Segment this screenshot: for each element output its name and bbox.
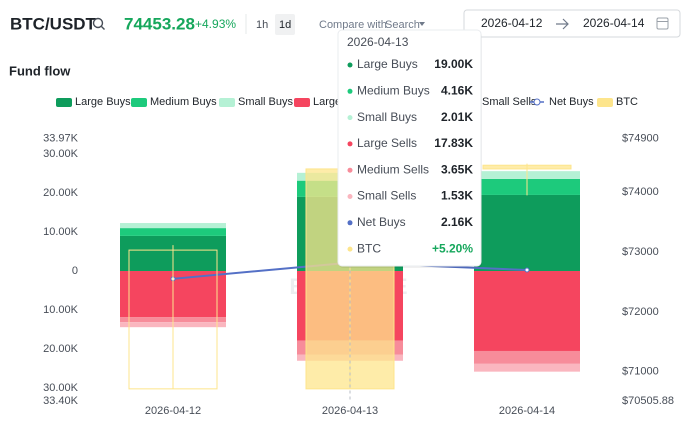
legend-label: Medium Buys bbox=[150, 96, 217, 108]
y-tick-label: 20.00K bbox=[43, 187, 79, 199]
legend-dot bbox=[533, 98, 541, 106]
legend-swatch bbox=[597, 98, 613, 107]
price: 74453.28 bbox=[124, 14, 195, 33]
net-point bbox=[524, 267, 530, 273]
y-tick-label: 10.00K bbox=[43, 226, 79, 238]
tooltip-value: 2.16K bbox=[441, 215, 473, 229]
tooltip-dot bbox=[347, 62, 353, 68]
compare-label: Compare with bbox=[319, 19, 387, 31]
tooltip-value: 2.01K bbox=[441, 110, 473, 124]
legend-item[interactable]: Net Buys bbox=[530, 96, 594, 108]
interval[interactable]: 1h bbox=[256, 19, 268, 31]
tooltip-dot bbox=[347, 88, 353, 94]
tooltip-name: Medium Sells bbox=[357, 162, 429, 176]
bar bbox=[120, 228, 226, 236]
legend-swatch bbox=[131, 98, 147, 107]
candle-body bbox=[482, 164, 572, 170]
y-tick-label: 33.97K bbox=[43, 132, 79, 144]
search-icon-handle bbox=[101, 26, 105, 30]
legend-label: Large Buys bbox=[75, 96, 131, 108]
range-arrow bbox=[556, 18, 569, 30]
tooltip-value: 3.65K bbox=[441, 162, 473, 176]
interval[interactable]: 1d bbox=[279, 19, 291, 31]
tooltip-value: 17.83K bbox=[434, 136, 473, 150]
y-tick-label: 30.00K bbox=[43, 382, 79, 394]
legend-swatch bbox=[56, 98, 72, 107]
tooltip-name: Large Buys bbox=[357, 57, 418, 71]
tooltip-name: Small Sells bbox=[357, 189, 416, 203]
candle-body bbox=[128, 249, 218, 390]
legend-label: Net Buys bbox=[549, 96, 594, 108]
bar bbox=[474, 363, 580, 372]
bar bbox=[474, 271, 580, 351]
tooltip-value: +5.20% bbox=[432, 241, 473, 255]
tooltip-dot bbox=[347, 167, 353, 173]
y2-tick-label: $74000 bbox=[622, 186, 659, 198]
y2-tick-label: $71000 bbox=[622, 366, 659, 378]
x-tick-label: 2026-04-13 bbox=[322, 405, 378, 417]
legend-item[interactable]: BTC bbox=[597, 96, 638, 108]
compare-search[interactable]: Search bbox=[385, 19, 420, 31]
legend-label: Small Sells bbox=[482, 96, 537, 108]
search-icon[interactable] bbox=[92, 17, 104, 29]
tooltip-name: BTC bbox=[357, 241, 381, 255]
legend-item[interactable]: Large Buys bbox=[56, 96, 131, 108]
symbol[interactable]: BTC/USDT bbox=[10, 14, 97, 33]
price-change: +4.93% bbox=[195, 17, 236, 31]
date-range[interactable] bbox=[463, 9, 681, 38]
tooltip-dot bbox=[347, 246, 353, 252]
tooltip-name: Medium Buys bbox=[357, 83, 430, 97]
tooltip-value: 4.16K bbox=[441, 83, 473, 97]
legend-item[interactable]: Small Buys bbox=[219, 96, 294, 108]
section-title: Fund flow bbox=[9, 63, 71, 78]
dropdown-caret bbox=[419, 22, 425, 26]
legend-swatch bbox=[294, 98, 310, 107]
tooltip-date: 2026-04-13 bbox=[347, 35, 409, 49]
tooltip-dot bbox=[347, 220, 353, 226]
legend-swatch bbox=[219, 98, 235, 107]
legend-item[interactable]: Medium Buys bbox=[131, 96, 217, 108]
y2-tick-label: $73000 bbox=[622, 246, 659, 258]
tooltip-value: 19.00K bbox=[434, 57, 473, 71]
tooltip-box bbox=[337, 29, 482, 267]
x-tick-label: 2026-04-12 bbox=[145, 405, 201, 417]
bar bbox=[120, 223, 226, 229]
x-tick-label: 2026-04-14 bbox=[499, 405, 555, 417]
tooltip-dot bbox=[347, 115, 353, 121]
end-date[interactable]: 2026-04-14 bbox=[583, 16, 645, 30]
interval-selected-bg bbox=[275, 14, 295, 35]
legend-label: Small Buys bbox=[238, 96, 294, 108]
bar bbox=[474, 350, 580, 364]
tooltip-name: Net Buys bbox=[357, 215, 406, 229]
y2-tick-label: $72000 bbox=[622, 306, 659, 318]
tooltip-dot bbox=[347, 194, 353, 199]
start-date[interactable]: 2026-04-12 bbox=[481, 16, 543, 30]
tooltip-name: Large Sells bbox=[357, 136, 417, 150]
tooltip: 2026-04-13 Large Buys 19.00K Medium Buys 4.1… bbox=[337, 29, 482, 268]
y-tick-label: 10.00K bbox=[43, 304, 79, 316]
y-tick-label: 0 bbox=[72, 265, 78, 277]
header: BTC/USDT 74453.28 +4.93% 1h 1d Compare w… bbox=[9, 9, 681, 78]
tooltip-dot bbox=[347, 141, 353, 147]
bar bbox=[474, 194, 580, 272]
y2-tick-label: $70505.88 bbox=[622, 395, 674, 407]
y-tick-label: 20.00K bbox=[43, 343, 79, 355]
tooltip-name: Small Buys bbox=[357, 110, 417, 124]
tooltip-value: 1.53K bbox=[441, 189, 473, 203]
y-tick-label: 33.40K bbox=[43, 395, 79, 407]
legend-label: BTC bbox=[616, 96, 638, 108]
calendar-icon[interactable] bbox=[656, 17, 669, 30]
y2-tick-label: $74900 bbox=[622, 132, 659, 144]
y-tick-label: 30.00K bbox=[43, 148, 79, 160]
